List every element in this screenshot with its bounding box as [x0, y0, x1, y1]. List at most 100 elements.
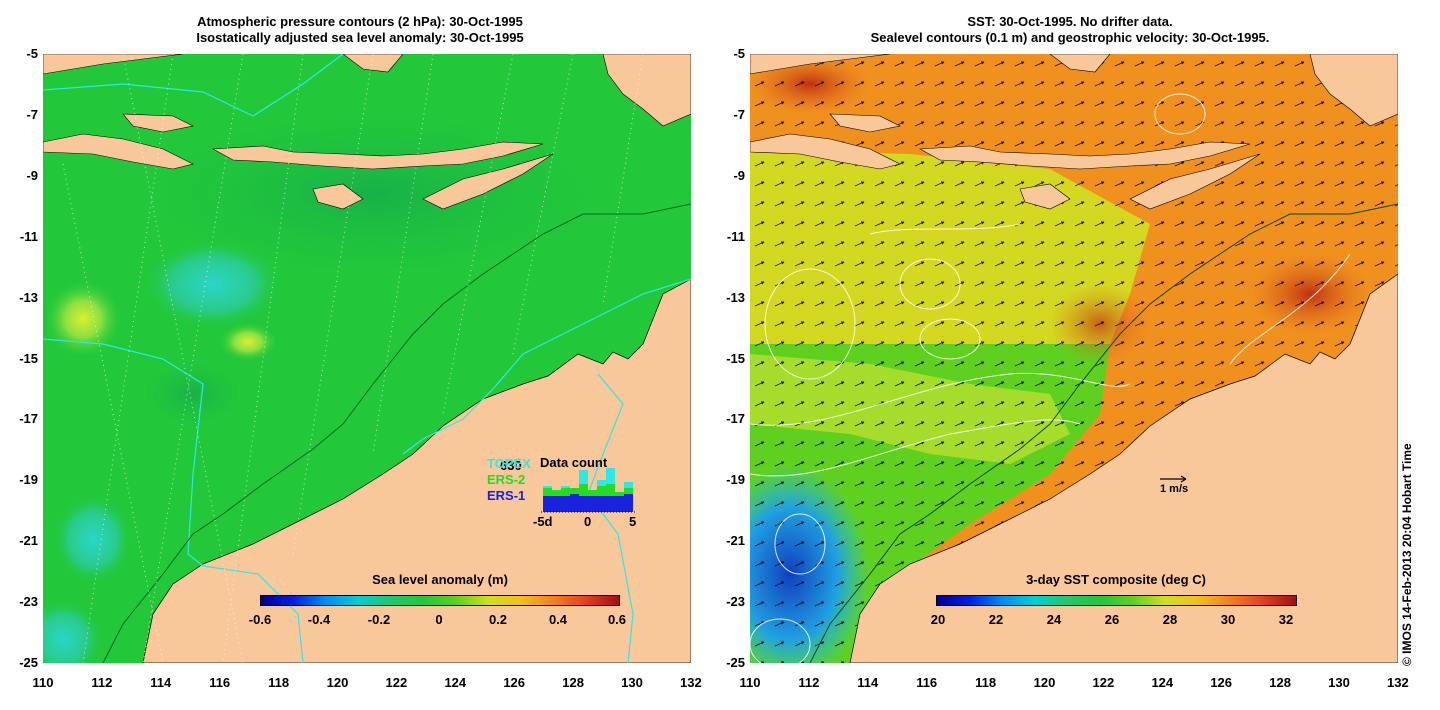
- cb-tick: 0.6: [607, 612, 627, 627]
- sumba-island: [312, 183, 364, 210]
- longitude-tick-label: 120: [1033, 675, 1056, 690]
- cb-tick: 0.4: [548, 612, 568, 627]
- latitude-tick-label: -11: [726, 228, 745, 244]
- australia-landmass: [849, 273, 1398, 663]
- bathymetry-contour: [809, 203, 1398, 663]
- ers1-label: ERS-1: [487, 488, 526, 503]
- longitude-tick-label: 128: [1269, 675, 1291, 690]
- copyright-notice: © IMOS 14-Feb-2013 20:04 Hobart Time: [1400, 443, 1414, 666]
- latitude-tick-label: -19: [726, 472, 745, 488]
- satellite-tracks: [62, 54, 644, 663]
- cyan-low-anomaly-2: [53, 494, 133, 584]
- longitude-tick-label: 112: [798, 675, 820, 690]
- north-island: [1309, 54, 1398, 127]
- longitude-tick-label: 130: [1328, 675, 1350, 690]
- latitude-tick-label: -21: [19, 533, 38, 549]
- latitude-tick-label: -25: [726, 655, 745, 670]
- latitude-tick-label: -21: [726, 533, 745, 549]
- pressure-contour-1: [43, 54, 344, 117]
- longitude-tick-label: 124: [444, 675, 467, 690]
- latitude-tick-label: -7: [733, 106, 745, 122]
- longitude-tick-label: 124: [1151, 675, 1174, 690]
- longitude-tick-label: 110: [739, 675, 761, 690]
- yellow-high-anomaly-2: [218, 322, 278, 362]
- right-title-line2: Sealevel contours (0.1 m) and geostrophi…: [870, 30, 1270, 45]
- right-title-line1: SST: 30-Oct-1995. No drifter data.: [967, 14, 1173, 29]
- sea-level-anomaly-map[interactable]: Data count 630 TOPEX ERS-2 ERS-1 -5d 0 5…: [43, 54, 691, 663]
- longitude-tick-label: 118: [975, 675, 997, 690]
- cyan-low-anomaly-3: [43, 599, 103, 663]
- right-map-title: SST: 30-Oct-1995. No drifter data. Seale…: [760, 14, 1380, 46]
- longitude-tick-label: 122: [385, 675, 408, 690]
- sea-level-anomaly-svg: [43, 54, 691, 663]
- java-island: [43, 133, 194, 170]
- longitude-tick-label: 118: [268, 675, 290, 690]
- bathymetry-contour: [102, 203, 691, 663]
- latitude-tick-label: -19: [19, 472, 38, 488]
- cb-tick: 0.2: [488, 612, 508, 627]
- latitude-tick-label: -25: [19, 655, 38, 670]
- bali-lombok: [829, 113, 901, 133]
- longitude-tick-label: 128: [562, 675, 584, 690]
- yellow-high-anomaly: [43, 279, 123, 359]
- cyan-low-anomaly: [143, 239, 283, 329]
- latitude-tick-label: -9: [733, 167, 745, 183]
- latitude-tick-label: -23: [19, 594, 38, 610]
- cb-tick: -0.2: [367, 612, 391, 627]
- latitude-tick-label: -13: [726, 289, 745, 305]
- longitude-tick-label: 110: [32, 675, 54, 690]
- data-count-histogram: [541, 468, 635, 513]
- bali-lombok: [122, 113, 194, 133]
- sst-svg: [750, 54, 1398, 663]
- sst-colorbar-title: 3-day SST composite (deg C): [1026, 572, 1206, 587]
- sst-colorbar: [936, 595, 1297, 606]
- left-map-title: Atmospheric pressure contours (2 hPa): 3…: [70, 14, 650, 46]
- longitude-tick-label: 126: [503, 675, 526, 690]
- latitude-tick-label: -7: [26, 106, 38, 122]
- ers2-label: ERS-2: [487, 472, 526, 487]
- cb-tick: -0.6: [248, 612, 272, 627]
- latitude-tick-label: -5: [733, 46, 745, 61]
- latitude-tick-label: -17: [726, 411, 745, 427]
- latitude-tick-label: -23: [726, 594, 745, 610]
- longitude-tick-label: 130: [621, 675, 643, 690]
- histogram-tick-neg5: -5d: [533, 514, 553, 529]
- sst-map[interactable]: 1 m/s 3-day SST composite (deg C) 20 22 …: [750, 54, 1398, 663]
- longitude-tick-label: 116: [209, 675, 231, 690]
- timor-island: [1129, 153, 1261, 210]
- australia-landmass: [142, 278, 691, 663]
- latitude-tick-label: -15: [726, 350, 745, 366]
- data-count-title: Data count: [540, 455, 608, 470]
- velocity-scale-label: 1 m/s: [1160, 483, 1189, 495]
- longitude-tick-label: 132: [680, 675, 702, 690]
- latitude-tick-label: -5: [26, 46, 38, 61]
- latitude-tick-label: -11: [19, 228, 38, 244]
- longitude-tick-label: 126: [1210, 675, 1233, 690]
- cb-tick: 0: [435, 612, 443, 627]
- sumba-island: [1019, 183, 1071, 210]
- left-title-line2: Isostatically adjusted sea level anomaly…: [196, 30, 524, 45]
- topex-label: TOPEX: [487, 456, 531, 471]
- histogram-tick-5: 5: [629, 514, 637, 529]
- java-island: [750, 133, 901, 170]
- longitude-tick-label: 122: [1092, 675, 1115, 690]
- pressure-contour-2: [43, 338, 304, 663]
- longitude-tick-label: 114: [857, 675, 879, 690]
- longitude-tick-label: 132: [1387, 675, 1409, 690]
- latitude-tick-label: -9: [26, 167, 38, 183]
- sumbawa-flores: [918, 141, 1251, 170]
- velocity-scale-arrow: [1160, 475, 1187, 483]
- left-title-line1: Atmospheric pressure contours (2 hPa): 3…: [197, 14, 523, 29]
- timor-island: [422, 153, 554, 210]
- cb-tick: 26: [1104, 612, 1120, 627]
- sea-level-colorbar-title: Sea level anomaly (m): [372, 572, 508, 587]
- longitude-tick-label: 114: [150, 675, 172, 690]
- java-coast: [43, 54, 184, 75]
- north-island: [602, 54, 691, 127]
- darker-green-region-2: [133, 354, 253, 434]
- cb-tick: 20: [930, 612, 946, 627]
- cb-tick: 22: [988, 612, 1004, 627]
- pressure-contour-3: [402, 278, 691, 455]
- cb-tick: 24: [1046, 612, 1062, 627]
- sea-level-colorbar: [260, 595, 620, 606]
